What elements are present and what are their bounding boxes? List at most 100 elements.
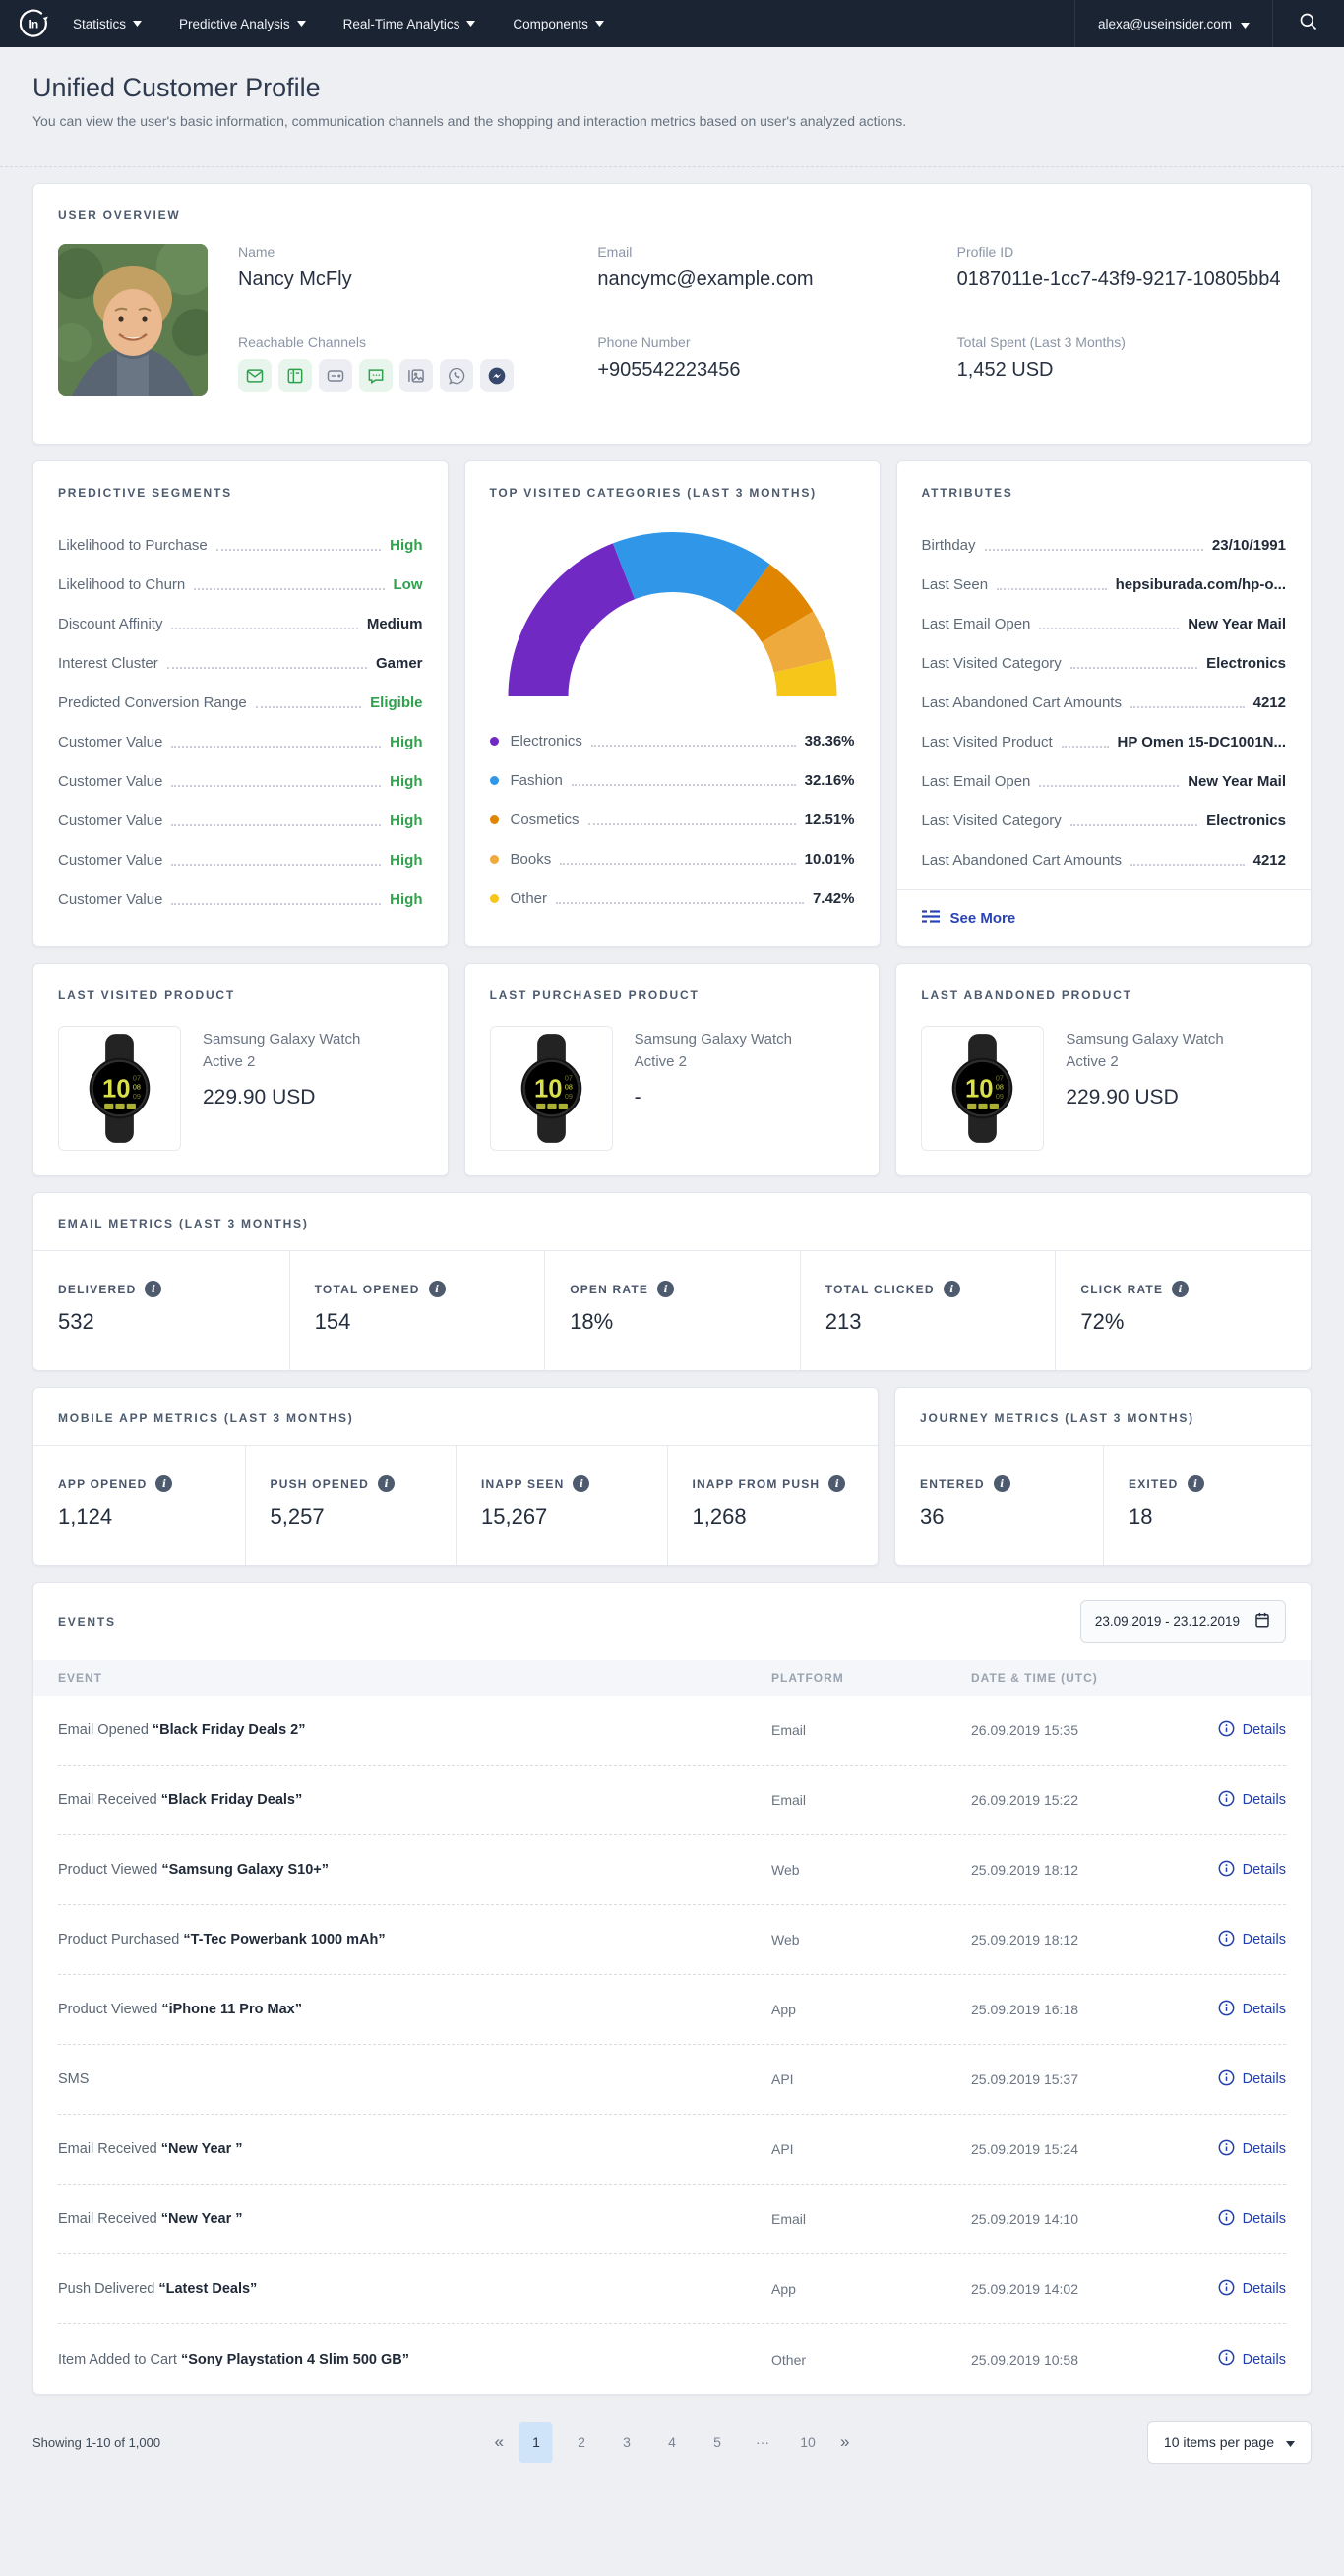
reachable-channels	[238, 359, 567, 392]
page-button-3[interactable]: 3	[623, 2434, 631, 2450]
nav-menu-statistics[interactable]: Statistics	[73, 17, 143, 31]
details-link[interactable]: Details	[1218, 2069, 1286, 2090]
page-button-2[interactable]: 2	[578, 2434, 585, 2450]
details-link[interactable]: Details	[1218, 1790, 1286, 1811]
user-menu[interactable]: alexa@useinsider.com	[1074, 0, 1273, 47]
event-name: Email Received “New Year ”	[58, 2141, 243, 2157]
details-link[interactable]: Details	[1218, 1860, 1286, 1881]
whatsapp-channel-icon[interactable]	[440, 359, 473, 392]
web-push-channel-icon[interactable]	[278, 359, 312, 392]
nav-menu-real-time-analytics[interactable]: Real-Time Analytics	[343, 17, 476, 31]
sms-channel-icon[interactable]	[319, 359, 352, 392]
items-per-page-value: 10 items per page	[1163, 2434, 1274, 2450]
info-icon[interactable]: i	[145, 1281, 162, 1297]
details-link[interactable]: Details	[1218, 2209, 1286, 2230]
legend-value: 32.16%	[804, 771, 855, 789]
info-icon[interactable]: i	[1187, 1475, 1204, 1492]
attribute-row-value: 23/10/1991	[1211, 536, 1286, 554]
details-link[interactable]: Details	[1218, 2279, 1286, 2300]
page-button-1[interactable]: 1	[519, 2422, 553, 2463]
attribute-row-label: Last Visited Category	[921, 811, 1062, 829]
event-datetime: 25.09.2019 10:58	[971, 2351, 1078, 2367]
info-icon[interactable]: i	[155, 1475, 173, 1492]
prev-page-button[interactable]: «	[494, 2432, 504, 2451]
details-label: Details	[1242, 2071, 1286, 2087]
next-page-button[interactable]: »	[840, 2432, 850, 2451]
info-icon[interactable]: i	[428, 1281, 446, 1297]
attribute-row: Last Visited Product HP Omen 15-DC1001N..…	[922, 722, 1287, 761]
user-overview-card: USER OVERVIEW	[32, 183, 1312, 445]
attribute-row: Last Visited Category Electronics	[922, 801, 1287, 840]
info-icon[interactable]: i	[993, 1475, 1010, 1492]
section-title: TOP VISITED CATEGORIES (LAST 3 MONTHS)	[489, 486, 817, 500]
event-name: Product Viewed “iPhone 11 Pro Max”	[58, 2002, 302, 2017]
details-link[interactable]: Details	[1218, 2000, 1286, 2020]
dotted-leader	[571, 784, 796, 786]
app-push-channel-icon[interactable]	[399, 359, 433, 392]
page-button-4[interactable]: 4	[668, 2434, 676, 2450]
details-link[interactable]: Details	[1218, 1930, 1286, 1950]
segment-row: Likelihood to Churn Low	[58, 565, 423, 604]
svg-text:10: 10	[965, 1076, 994, 1104]
dotted-leader	[560, 863, 796, 865]
info-icon[interactable]: i	[378, 1475, 396, 1492]
product-price: 229.90 USD	[203, 1085, 316, 1108]
info-icon[interactable]: i	[1172, 1281, 1190, 1297]
dotted-leader	[984, 549, 1203, 551]
info-icon[interactable]: i	[573, 1475, 590, 1492]
email-metric-label: DELIVERED	[58, 1282, 137, 1296]
table-row: Product Viewed “iPhone 11 Pro Max” App 25.…	[58, 1975, 1286, 2045]
search-button[interactable]	[1273, 0, 1344, 47]
segment-row: Customer Value High	[58, 879, 423, 919]
details-link[interactable]: Details	[1218, 1720, 1286, 1741]
mobile-metric-value: 1,268	[692, 1504, 747, 1528]
pagination: « 1 2 3 4 5 ··· 10 »	[491, 2422, 854, 2463]
event-platform: App	[771, 2281, 796, 2297]
top-categories-card: TOP VISITED CATEGORIES (LAST 3 MONTHS) E…	[463, 460, 881, 947]
info-icon[interactable]: i	[828, 1475, 846, 1492]
nav-menu-components[interactable]: Components	[513, 17, 604, 31]
chevron-down-icon	[133, 21, 143, 27]
mobile-metric-label: APP OPENED	[58, 1476, 148, 1491]
details-label: Details	[1242, 2141, 1286, 2157]
legend-label: Electronics	[510, 732, 582, 749]
email-channel-icon[interactable]	[238, 359, 272, 392]
attribute-row: Last Seen hepsiburada.com/hp-o...	[922, 565, 1287, 604]
product-body: 10 07 08 09 Samsung Galaxy Watch Active …	[489, 1026, 855, 1151]
messenger-channel-icon[interactable]	[480, 359, 514, 392]
table-footer: Showing 1-10 of 1,000 « 1 2 3 4 5 ··· 10 » 10 it…	[0, 2395, 1344, 2503]
dotted-leader	[171, 824, 382, 826]
page-button-10[interactable]: 10	[800, 2434, 816, 2450]
info-icon[interactable]: i	[943, 1281, 960, 1297]
segment-row-value: Medium	[366, 615, 423, 632]
segment-row-label: Customer Value	[58, 890, 163, 908]
items-per-page-dropdown[interactable]: 10 items per page	[1146, 2421, 1312, 2464]
svg-text:09: 09	[996, 1093, 1004, 1101]
info-icon[interactable]: i	[657, 1281, 675, 1297]
event-name: Email Received “Black Friday Deals”	[58, 1792, 303, 1808]
dotted-leader	[166, 667, 367, 669]
dotted-leader	[171, 864, 382, 866]
date-range-picker[interactable]: 23.09.2019 - 23.12.2019	[1079, 1600, 1286, 1643]
email-metric-label: TOTAL CLICKED	[825, 1282, 935, 1296]
segment-row-label: Likelihood to Churn	[58, 575, 186, 593]
page-button-5[interactable]: 5	[713, 2434, 721, 2450]
field-profile-id: Profile ID 0187011e-1cc7-43f9-9217-10805…	[957, 244, 1286, 295]
nav-menu-predictive-analysis[interactable]: Predictive Analysis	[179, 17, 306, 31]
details-link[interactable]: Details	[1218, 2139, 1286, 2160]
legend-value: 7.42%	[812, 889, 855, 907]
table-row: SMS API 25.09.2019 15:37 Details	[58, 2045, 1286, 2115]
mobile-metric-cell: INAPP SEEN i 15,267	[456, 1446, 667, 1565]
attribute-row-label: Last Email Open	[921, 615, 1031, 632]
chat-channel-icon[interactable]	[359, 359, 393, 392]
chevron-down-icon	[1241, 17, 1251, 31]
event-name: Push Delivered “Latest Deals”	[58, 2281, 258, 2297]
event-platform: API	[771, 2071, 794, 2087]
legend-dot	[489, 814, 499, 824]
details-link[interactable]: Details	[1218, 2349, 1286, 2369]
page-title: Unified Customer Profile	[32, 73, 321, 102]
section-title: PREDICTIVE SEGMENTS	[58, 486, 232, 500]
field-phone: Phone Number +905542223456	[597, 334, 926, 396]
see-more-link[interactable]: See More	[896, 889, 1311, 946]
journey-metric-cell: EXITED i 18	[1103, 1446, 1311, 1565]
